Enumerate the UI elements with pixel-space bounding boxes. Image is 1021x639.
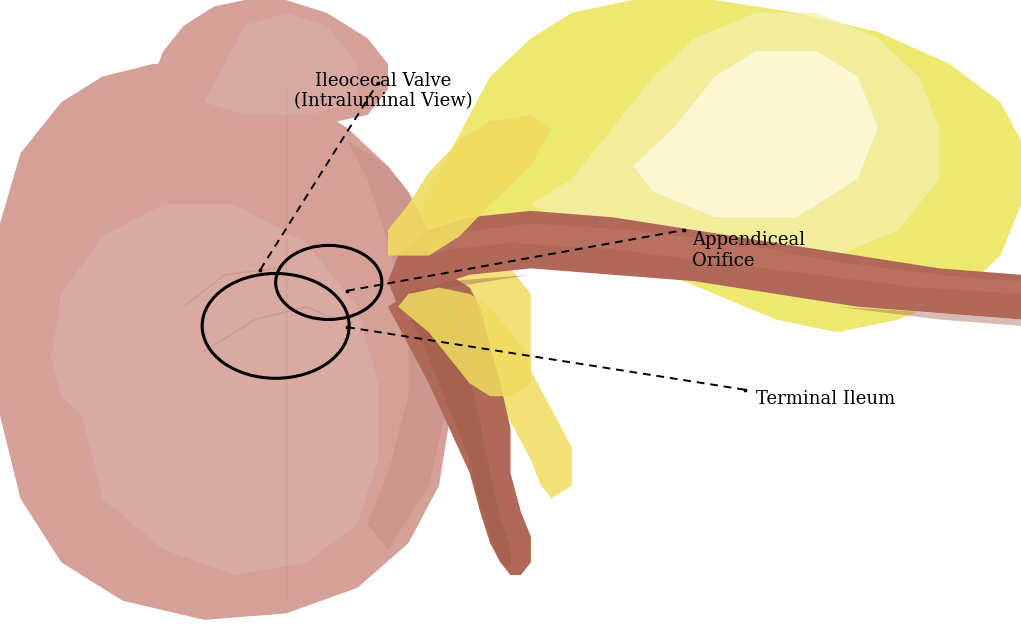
Polygon shape: [388, 211, 1021, 320]
Text: Appendiceal
Orifice: Appendiceal Orifice: [692, 231, 806, 270]
Polygon shape: [388, 275, 531, 575]
Text: Terminal Ileum: Terminal Ileum: [756, 390, 894, 408]
Polygon shape: [398, 275, 1021, 326]
Polygon shape: [408, 0, 1021, 332]
Polygon shape: [0, 64, 449, 620]
Polygon shape: [531, 13, 939, 268]
Polygon shape: [51, 204, 378, 575]
Polygon shape: [408, 288, 510, 569]
Polygon shape: [204, 13, 357, 115]
Polygon shape: [347, 141, 449, 550]
Polygon shape: [398, 288, 531, 396]
Polygon shape: [429, 224, 1021, 294]
Polygon shape: [153, 0, 388, 128]
Text: Ileocecal Valve
(Intraluminal View): Ileocecal Valve (Intraluminal View): [294, 72, 472, 111]
Polygon shape: [388, 115, 551, 256]
Polygon shape: [429, 256, 572, 498]
Polygon shape: [633, 51, 878, 217]
